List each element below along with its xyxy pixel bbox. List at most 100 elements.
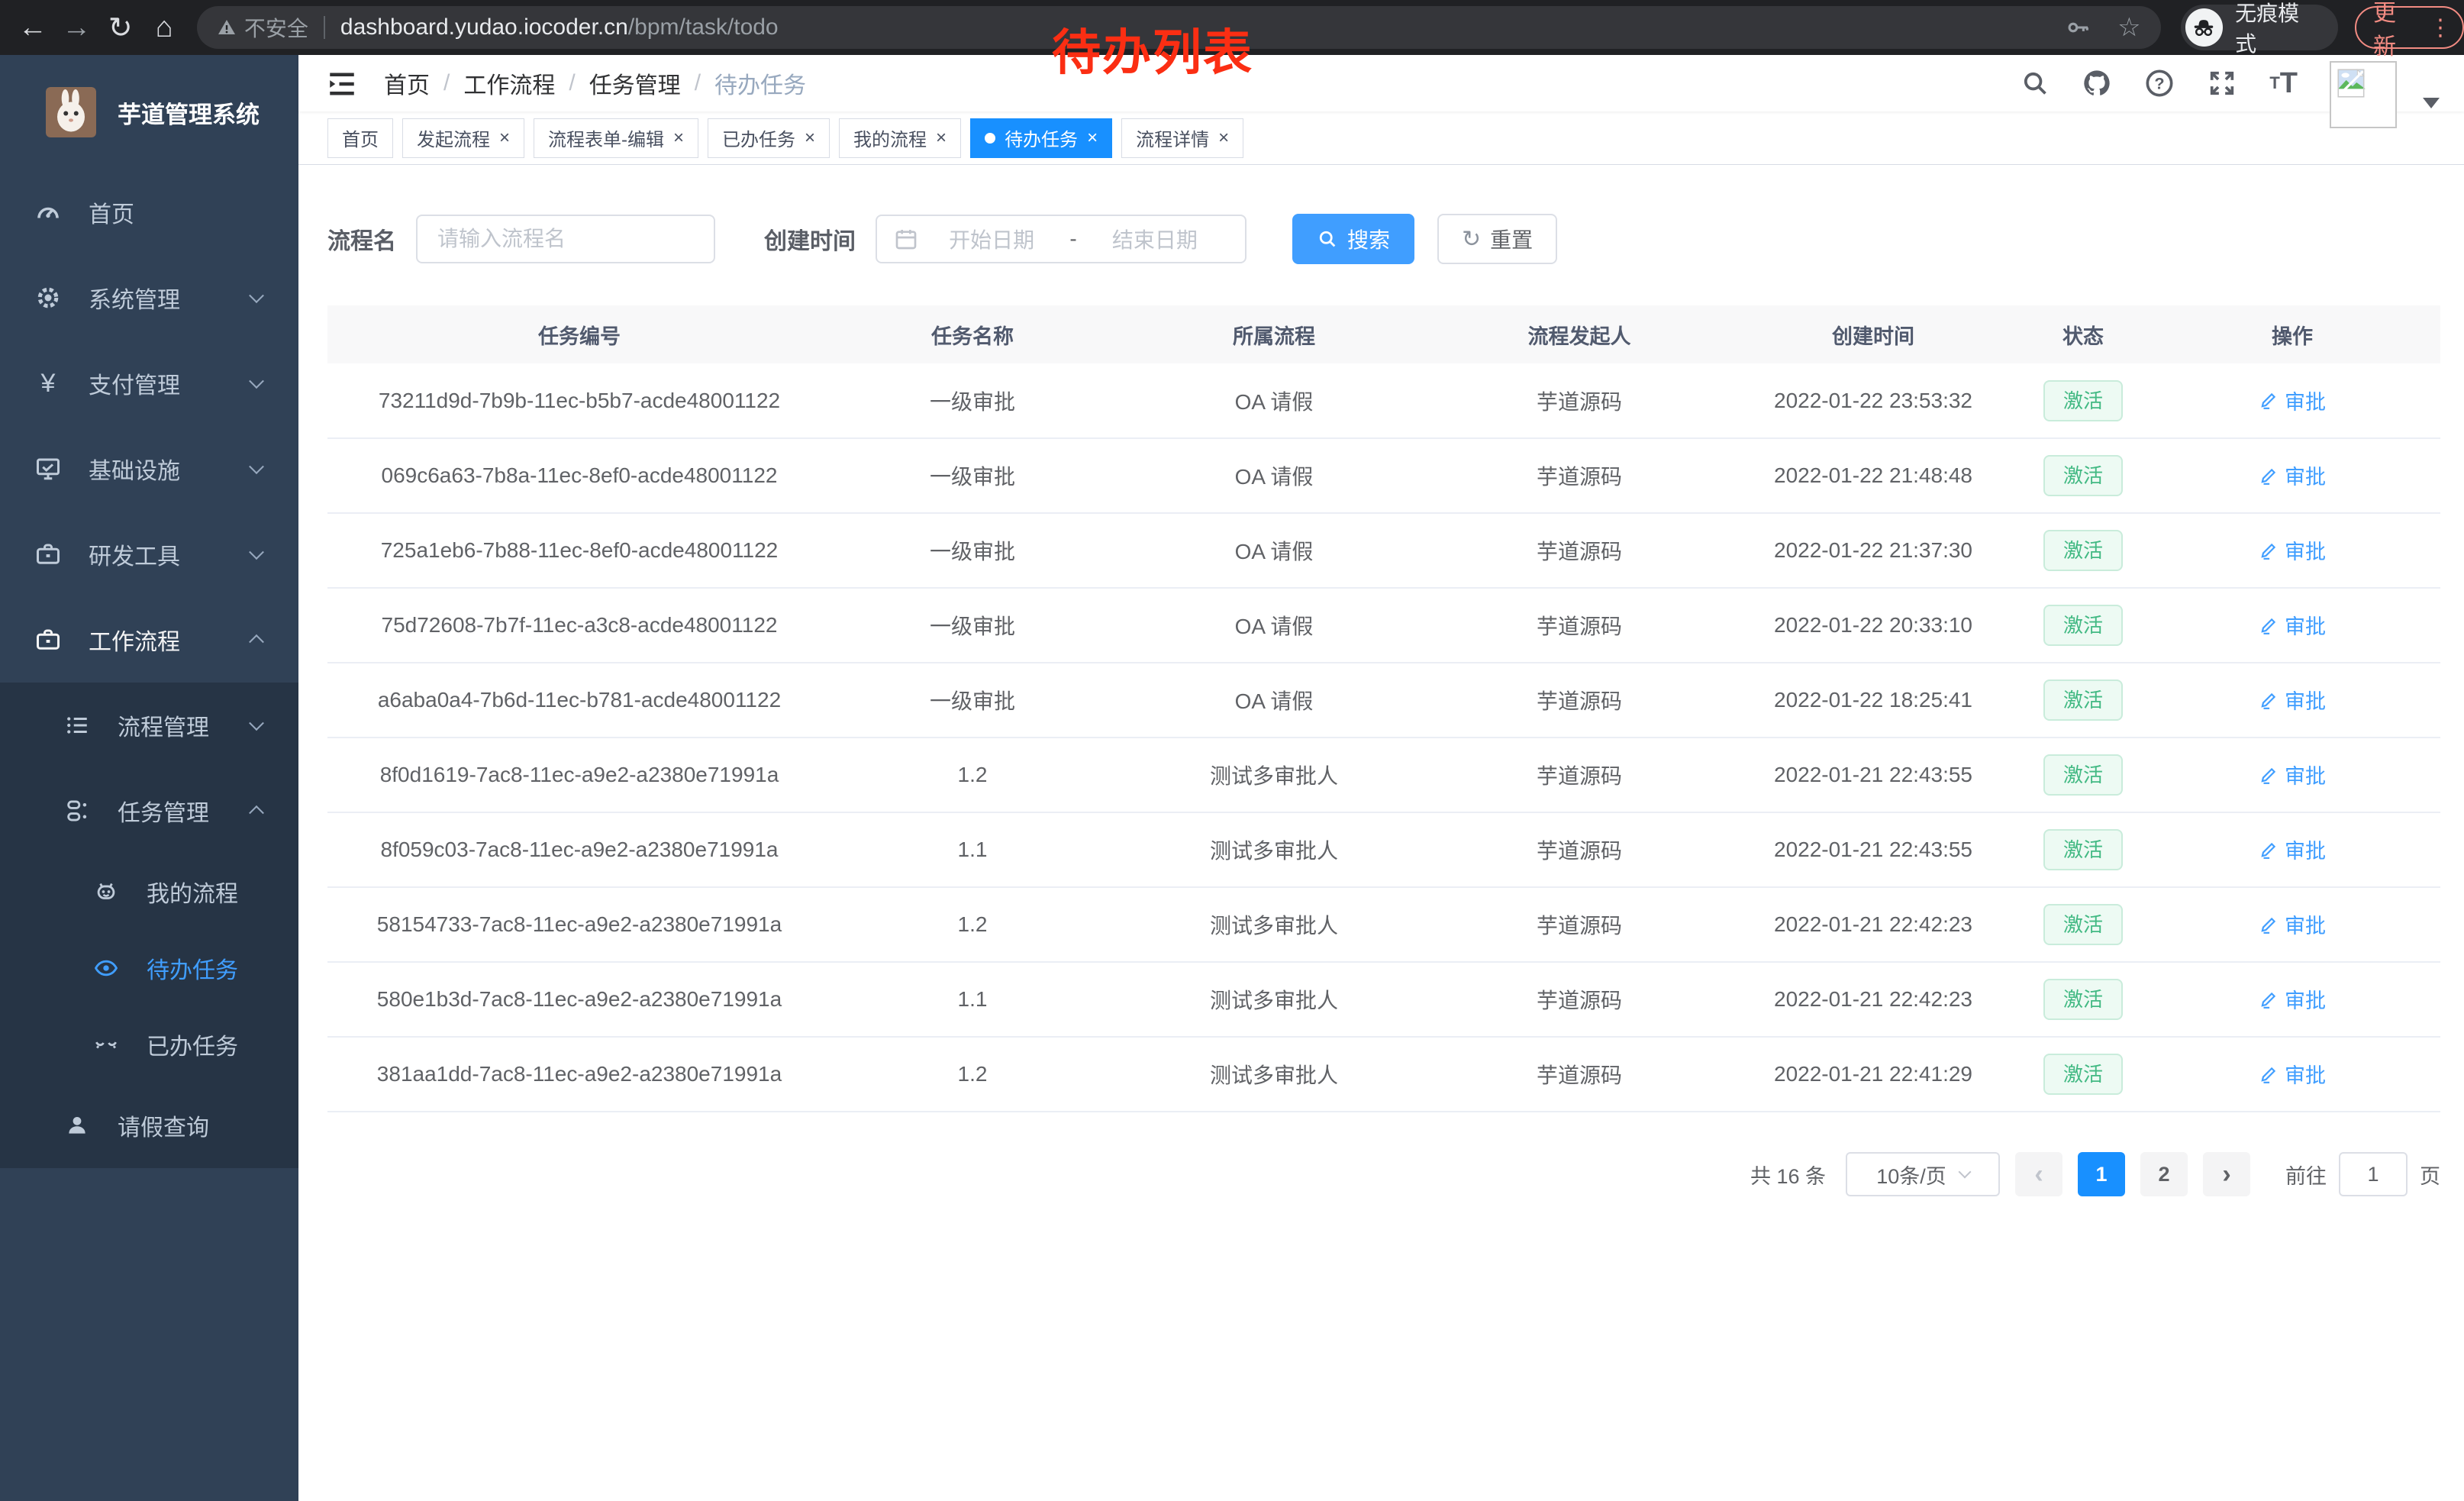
approve-link[interactable]: 审批 bbox=[2259, 685, 2326, 715]
security-label[interactable]: 不安全 bbox=[243, 17, 308, 40]
chevron-up-icon bbox=[249, 805, 264, 821]
caret-down-icon[interactable] bbox=[2423, 98, 2440, 108]
status-badge: 激活 bbox=[2043, 904, 2123, 945]
pencil-icon bbox=[2261, 1067, 2276, 1083]
sidebar-item-home[interactable]: 首页 bbox=[0, 169, 298, 255]
tab-close-icon[interactable]: × bbox=[499, 127, 511, 148]
pencil-icon bbox=[2261, 992, 2276, 1009]
sidebar-item-done-tasks[interactable]: 已办任务 bbox=[0, 1006, 298, 1083]
help-icon[interactable]: ? bbox=[2144, 68, 2175, 98]
next-page-button[interactable]: › bbox=[2203, 1152, 2250, 1196]
cell-starter: 芋道源码 bbox=[1434, 962, 1724, 1038]
end-date-placeholder[interactable]: 结束日期 bbox=[1111, 228, 1198, 252]
tab-close-icon[interactable]: × bbox=[1087, 127, 1098, 148]
chevron-down-icon bbox=[249, 373, 264, 389]
logo-image bbox=[46, 87, 96, 137]
approve-link[interactable]: 审批 bbox=[2259, 984, 2326, 1014]
tab-label: 我的流程 bbox=[853, 130, 927, 150]
browser-home-icon[interactable]: ⌂ bbox=[155, 11, 173, 44]
browser-forward-icon[interactable]: → bbox=[62, 11, 92, 44]
approve-link[interactable]: 审批 bbox=[2259, 610, 2326, 640]
tab-close-icon[interactable]: × bbox=[673, 127, 685, 148]
yen-icon: ¥ bbox=[40, 369, 56, 398]
search-icon[interactable] bbox=[2021, 69, 2050, 98]
approve-link[interactable]: 审批 bbox=[2259, 535, 2326, 565]
breadcrumb-workflow[interactable]: 工作流程 bbox=[463, 73, 556, 98]
password-key-icon[interactable] bbox=[2066, 15, 2091, 40]
approve-link[interactable]: 审批 bbox=[2259, 386, 2326, 415]
process-name-input[interactable] bbox=[416, 215, 715, 263]
cell-task-id: 58154733-7ac8-11ec-a9e2-a2380e71991a bbox=[327, 887, 831, 963]
table-header-row: 任务编号 任务名称 所属流程 流程发起人 创建时间 状态 操作 bbox=[327, 305, 2440, 363]
tab-close-icon[interactable]: × bbox=[1218, 127, 1230, 148]
start-date-placeholder[interactable]: 开始日期 bbox=[949, 228, 1035, 252]
pencil-icon bbox=[2261, 767, 2276, 784]
sidebar-item-system[interactable]: 系统管理 bbox=[0, 255, 298, 341]
tab-close-icon[interactable]: × bbox=[936, 127, 947, 148]
breadcrumb-current: 待办任务 bbox=[714, 73, 807, 98]
url-path: /bpm/task/todo bbox=[627, 15, 779, 40]
approve-link[interactable]: 审批 bbox=[2259, 1059, 2326, 1089]
approve-link[interactable]: 审批 bbox=[2259, 909, 2326, 939]
reset-button[interactable]: ↻ 重置 bbox=[1437, 214, 1558, 264]
sidebar: 芋道管理系统 首页 系统管理 ¥ 支付管理 基础设施 研发工具 bbox=[0, 55, 298, 1501]
approve-link[interactable]: 审批 bbox=[2259, 760, 2326, 789]
status-badge: 激活 bbox=[2043, 679, 2123, 721]
sidebar-item-infra[interactable]: 基础设施 bbox=[0, 426, 298, 512]
tab-close-icon[interactable]: × bbox=[805, 127, 816, 148]
total-count: 共 16 条 bbox=[1750, 1164, 1826, 1188]
browser-back-icon[interactable]: ← bbox=[18, 11, 47, 44]
avatar[interactable] bbox=[2330, 61, 2397, 128]
tab[interactable]: 待办任务 × bbox=[970, 118, 1113, 158]
browser-update-button[interactable]: 更新 ⋮ bbox=[2354, 1, 2464, 60]
approve-link[interactable]: 审批 bbox=[2259, 460, 2326, 490]
prev-page-button[interactable]: ‹ bbox=[2015, 1152, 2062, 1196]
table-row: 8f0d1619-7ac8-11ec-a9e2-a2380e71991a 1.2… bbox=[327, 738, 2440, 813]
sidebar-item-my-process[interactable]: 我的流程 bbox=[0, 854, 298, 930]
breadcrumb-task-mgmt[interactable]: 任务管理 bbox=[589, 73, 681, 98]
sidebar-item-process-mgmt[interactable]: 流程管理 bbox=[0, 683, 298, 768]
tab[interactable]: 已办任务 × bbox=[708, 118, 830, 158]
page-number-button[interactable]: 1 bbox=[2078, 1152, 2125, 1196]
app-title: 芋道管理系统 bbox=[118, 101, 260, 128]
approve-link[interactable]: 审批 bbox=[2259, 834, 2326, 864]
tab[interactable]: 流程表单-编辑 × bbox=[534, 118, 699, 158]
cell-task-name: 一级审批 bbox=[831, 588, 1114, 663]
tab[interactable]: 我的流程 × bbox=[839, 118, 962, 158]
browser-menu-icon[interactable]: ⋮ bbox=[2429, 15, 2452, 40]
date-range-picker[interactable]: 开始日期 - 结束日期 bbox=[876, 215, 1247, 263]
col-starter: 流程发起人 bbox=[1527, 324, 1631, 348]
breadcrumb-home[interactable]: 首页 bbox=[384, 73, 430, 98]
tab[interactable]: 流程详情 × bbox=[1121, 118, 1244, 158]
fullscreen-icon[interactable] bbox=[2207, 68, 2237, 98]
sidebar-collapse-icon[interactable] bbox=[326, 68, 358, 104]
tab-label: 首页 bbox=[342, 130, 379, 150]
goto-page-input[interactable] bbox=[2339, 1152, 2408, 1196]
cell-task-id: 725a1eb6-7b88-11ec-8ef0-acde48001122 bbox=[327, 513, 831, 589]
sidebar-item-task-mgmt[interactable]: 任务管理 bbox=[0, 768, 298, 854]
sidebar-item-todo-tasks[interactable]: 待办任务 bbox=[0, 930, 298, 1006]
sidebar-item-workflow[interactable]: 工作流程 bbox=[0, 597, 298, 683]
search-button[interactable]: 搜索 bbox=[1292, 214, 1415, 264]
tabs-bar: 首页 × 发起流程 × 流程表单-编辑 × 已办任务 × bbox=[298, 111, 2464, 165]
browser-reload-icon[interactable]: ↻ bbox=[108, 11, 133, 44]
sidebar-item-leave-query[interactable]: 请假查询 bbox=[0, 1083, 298, 1168]
sidebar-item-devtools[interactable]: 研发工具 bbox=[0, 512, 298, 597]
status-badge: 激活 bbox=[2043, 530, 2123, 571]
app-logo-row[interactable]: 芋道管理系统 bbox=[0, 55, 298, 169]
tab[interactable]: 首页 × bbox=[327, 118, 393, 158]
task-tree-icon bbox=[60, 798, 95, 824]
page-number-button[interactable]: 2 bbox=[2140, 1152, 2188, 1196]
col-process: 所属流程 bbox=[1233, 324, 1315, 348]
table-row: a6aba0a4-7b6d-11ec-b781-acde48001122 一级审… bbox=[327, 663, 2440, 738]
bookmark-star-icon[interactable]: ☆ bbox=[2117, 13, 2141, 42]
sidebar-item-payment[interactable]: ¥ 支付管理 bbox=[0, 341, 298, 426]
address-bar[interactable]: 不安全 dashboard.yudao.iocoder.cn/bpm/task/… bbox=[196, 6, 2161, 49]
table-row: 8f059c03-7ac8-11ec-a9e2-a2380e71991a 1.1… bbox=[327, 812, 2440, 888]
pencil-icon bbox=[2261, 692, 2276, 709]
tab[interactable]: 发起流程 × bbox=[402, 118, 525, 158]
github-icon[interactable] bbox=[2082, 68, 2112, 98]
page-size-select[interactable]: 10条/页 bbox=[1846, 1152, 2000, 1196]
